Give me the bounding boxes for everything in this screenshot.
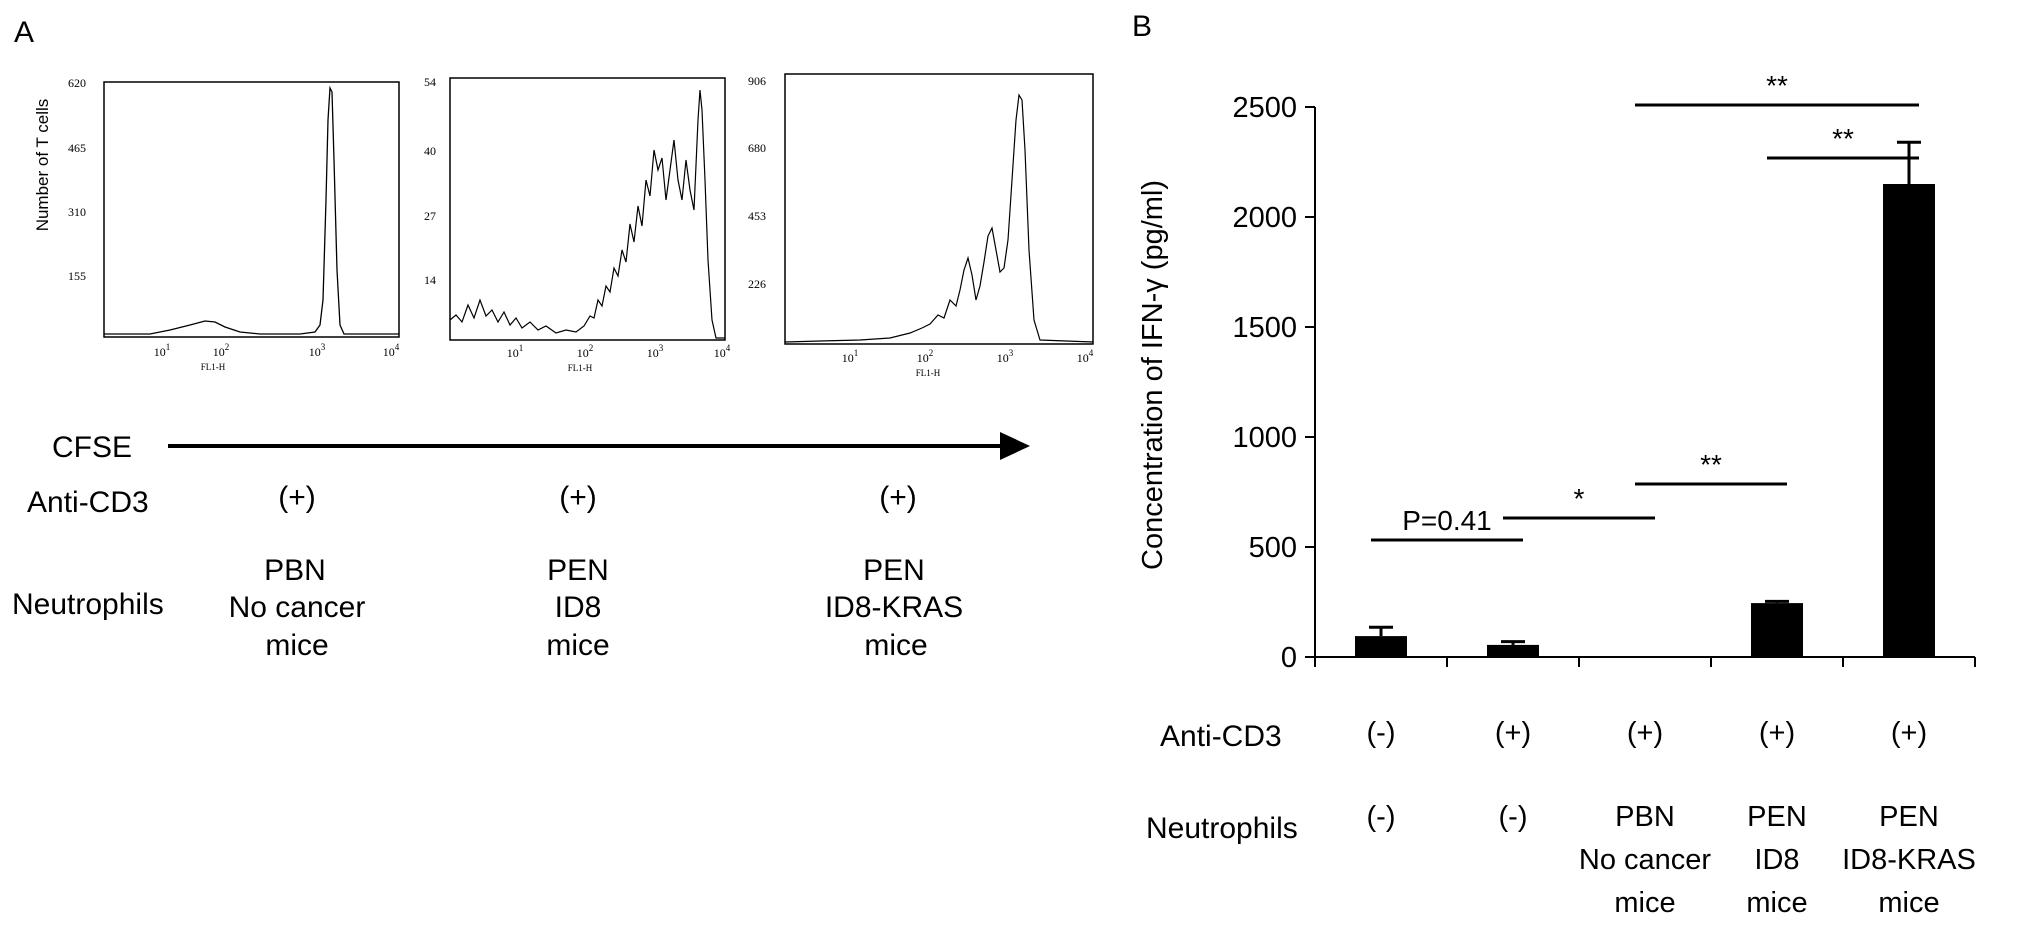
group-labels: (-) (-) (+) (-) (+) PBN No cancer mice (+) PEN ID8… bbox=[1367, 717, 1976, 919]
y-tick-label: 14 bbox=[424, 273, 436, 287]
significance-label: * bbox=[1574, 483, 1585, 514]
x-tick-label: 104 bbox=[714, 343, 731, 360]
neutrophil-label: mice bbox=[1614, 887, 1675, 919]
anti-cd3-value: (+) bbox=[278, 481, 316, 514]
neutrophil-label: ID8-KRAS bbox=[1842, 844, 1976, 876]
anti-cd3-value: (-) bbox=[1367, 717, 1396, 749]
histogram-frame bbox=[103, 81, 400, 338]
neutrophil-source: ID8-KRAS bbox=[825, 591, 963, 624]
anti-cd3-value: (+) bbox=[559, 481, 597, 514]
bar bbox=[1487, 644, 1539, 657]
histogram-trace bbox=[449, 89, 725, 339]
y-tick-label: 310 bbox=[68, 205, 86, 219]
arrowhead-icon bbox=[1000, 432, 1030, 460]
panel-b: B Concentration of IFN-γ (pg/ml) 0 500 100… bbox=[1132, 10, 1976, 919]
anti-cd3-value: (+) bbox=[1759, 717, 1795, 749]
x-tick-label: 102 bbox=[917, 348, 934, 365]
y-tick-label: 54 bbox=[424, 75, 436, 89]
histogram-trace bbox=[784, 93, 1094, 343]
x-axis-label: FL1-H bbox=[568, 363, 593, 373]
y-tick-label: 2500 bbox=[1232, 92, 1297, 124]
histogram-2: 54 40 27 14 101 102 103 104 FL1-H bbox=[424, 75, 731, 373]
y-tick-label: 2000 bbox=[1232, 202, 1297, 234]
y-tick-label: 465 bbox=[68, 141, 86, 155]
neutrophil-label: PEN bbox=[1747, 801, 1807, 833]
significance-label: ** bbox=[1766, 70, 1788, 101]
neutrophil-label: PBN bbox=[1615, 801, 1675, 833]
bar bbox=[1751, 603, 1803, 657]
y-tick-label: 500 bbox=[1249, 532, 1297, 564]
anti-cd3-value: (+) bbox=[1627, 717, 1663, 749]
panel-a-label: A bbox=[14, 16, 34, 49]
x-tick-label: 103 bbox=[647, 343, 664, 360]
neutrophil-source: No cancer bbox=[229, 591, 366, 624]
anti-cd3-row-label: Anti-CD3 bbox=[27, 486, 149, 519]
bar bbox=[1883, 184, 1935, 657]
panel-b-label: B bbox=[1132, 10, 1152, 43]
neutrophil-label: mice bbox=[1746, 887, 1807, 919]
neutrophil-label: (-) bbox=[1499, 801, 1528, 833]
y-tick-label: 0 bbox=[1281, 642, 1297, 674]
y-tick-label: 27 bbox=[424, 209, 436, 223]
neutrophil-label: (-) bbox=[1367, 801, 1396, 833]
anti-cd3-value: (+) bbox=[879, 481, 917, 514]
x-tick-label: 103 bbox=[309, 342, 326, 359]
x-tick-label: 101 bbox=[842, 348, 859, 365]
x-tick-label: 104 bbox=[1077, 348, 1094, 365]
panel-a: A Number of T cells 620 465 310 155 101 … bbox=[12, 16, 1094, 662]
x-tick-label: 101 bbox=[507, 343, 524, 360]
neutrophil-source-mice: mice bbox=[265, 629, 328, 662]
y-tick-label: 40 bbox=[424, 144, 436, 158]
x-axis-label: FL1-H bbox=[916, 368, 941, 378]
x-axis-label: FL1-H bbox=[201, 362, 226, 372]
neutrophil-label: ID8 bbox=[1754, 844, 1799, 876]
anti-cd3-row-label: Anti-CD3 bbox=[1160, 720, 1282, 753]
histogram-frame bbox=[449, 77, 726, 341]
y-tick-label: 1000 bbox=[1232, 422, 1297, 454]
y-tick-label: 1500 bbox=[1232, 312, 1297, 344]
neutrophil-type: PEN bbox=[863, 554, 925, 587]
neutrophil-type: PEN bbox=[547, 554, 609, 587]
y-tick-label: 680 bbox=[748, 141, 766, 155]
y-axis-label: Concentration of IFN-γ (pg/ml) bbox=[1137, 180, 1169, 570]
anti-cd3-value: (+) bbox=[1495, 717, 1531, 749]
x-tick-label: 103 bbox=[997, 348, 1014, 365]
y-tick-label: 906 bbox=[748, 74, 766, 88]
significance-label: ** bbox=[1700, 449, 1722, 480]
y-tick-label: 453 bbox=[748, 209, 766, 223]
neutrophil-label: No cancer bbox=[1579, 844, 1712, 876]
neutrophil-source: ID8 bbox=[555, 591, 602, 624]
neutrophil-label: mice bbox=[1878, 887, 1939, 919]
neutrophil-type: PBN bbox=[264, 554, 326, 587]
histogram-1: 620 465 310 155 101 102 103 104 FL1-H bbox=[68, 76, 400, 372]
significance-label: P=0.41 bbox=[1402, 505, 1492, 536]
histogram-frame bbox=[784, 73, 1094, 345]
neutrophils-row-label: Neutrophils bbox=[1146, 812, 1298, 845]
neutrophil-label: PEN bbox=[1879, 801, 1939, 833]
y-tick-label: 620 bbox=[68, 76, 86, 90]
y-tick-label: 155 bbox=[68, 269, 86, 283]
bar bbox=[1355, 636, 1407, 657]
cfse-label: CFSE bbox=[52, 431, 132, 464]
x-tick-label: 102 bbox=[213, 342, 230, 359]
neutrophils-row-label: Neutrophils bbox=[12, 588, 164, 621]
y-tick-label: 226 bbox=[748, 277, 766, 291]
neutrophil-source-mice: mice bbox=[546, 629, 609, 662]
x-tick-label: 104 bbox=[383, 342, 400, 359]
x-tick-label: 102 bbox=[577, 343, 594, 360]
histogram-y-axis-label: Number of T cells bbox=[33, 99, 52, 232]
x-tick-label: 101 bbox=[154, 342, 171, 359]
significance-label: ** bbox=[1832, 123, 1854, 154]
anti-cd3-value: (+) bbox=[1891, 717, 1927, 749]
neutrophil-source-mice: mice bbox=[864, 629, 927, 662]
histogram-trace bbox=[104, 85, 399, 335]
histogram-3: 906 680 453 226 101 102 103 104 FL1-H bbox=[748, 73, 1094, 378]
